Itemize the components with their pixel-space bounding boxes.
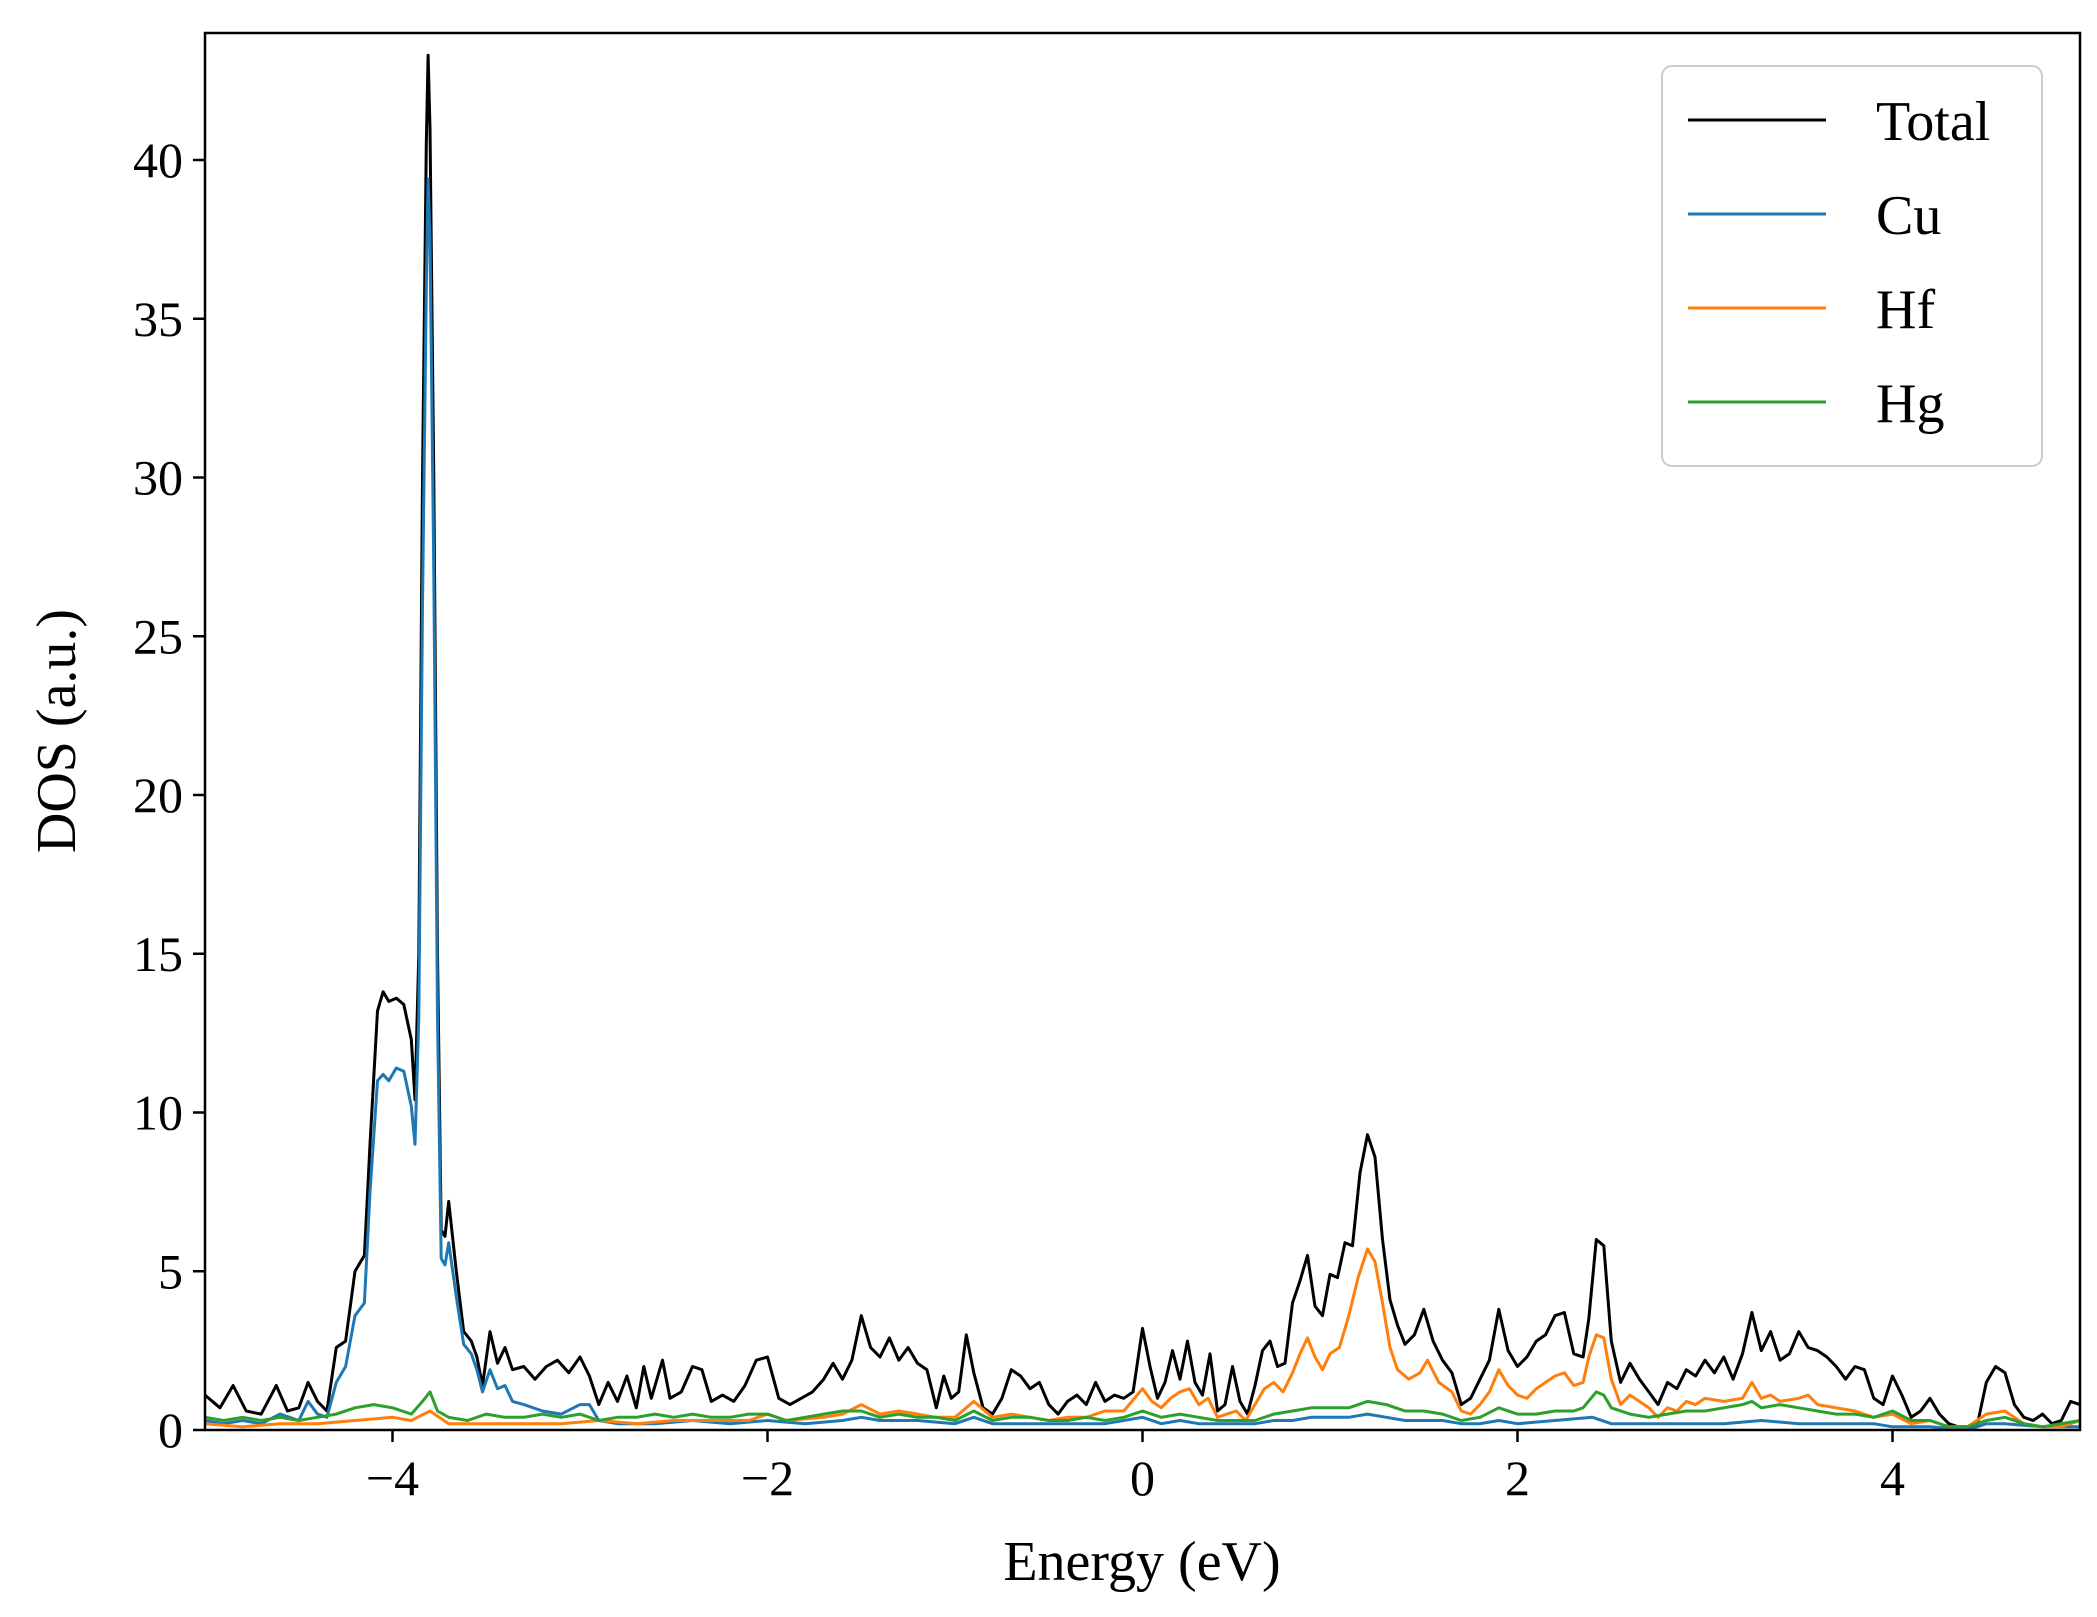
legend-label-hf: Hf [1876, 279, 1935, 341]
series-line-cu [205, 177, 2080, 1430]
x-tick-label: −4 [366, 1450, 419, 1506]
x-tick-label: 4 [1880, 1450, 1905, 1506]
legend-label-hg: Hg [1876, 373, 1944, 435]
x-tick-label: 0 [1130, 1450, 1155, 1506]
legend: Total Cu Hf Hg [1661, 65, 2043, 467]
series-layer [205, 53, 2080, 1430]
x-tick-label: 2 [1505, 1450, 1530, 1506]
legend-label-cu: Cu [1876, 185, 1941, 247]
series-line-hg [205, 1390, 2080, 1429]
y-tick-label: 20 [133, 767, 183, 823]
x-axis-label: Energy (eV) [1003, 1531, 1280, 1593]
y-tick-label: 25 [133, 608, 183, 664]
x-axis: −4 −2 0 2 4 [366, 1430, 1905, 1506]
y-tick-label: 35 [133, 291, 183, 347]
legend-box [1661, 65, 2043, 467]
y-tick-label: 5 [158, 1243, 183, 1299]
y-tick-label: 15 [133, 926, 183, 982]
y-tick-label: 40 [133, 132, 183, 188]
series-line-hf [205, 1247, 2080, 1429]
y-tick-label: 10 [133, 1085, 183, 1141]
y-axis-label: DOS (a.u.) [26, 609, 88, 853]
y-axis: 0 5 10 15 20 25 30 35 40 [133, 132, 205, 1458]
y-tick-label: 30 [133, 450, 183, 506]
series-line-total [205, 53, 2080, 1429]
y-tick-label: 0 [158, 1402, 183, 1458]
x-tick-label: −2 [741, 1450, 794, 1506]
legend-label-total: Total [1876, 91, 1990, 153]
